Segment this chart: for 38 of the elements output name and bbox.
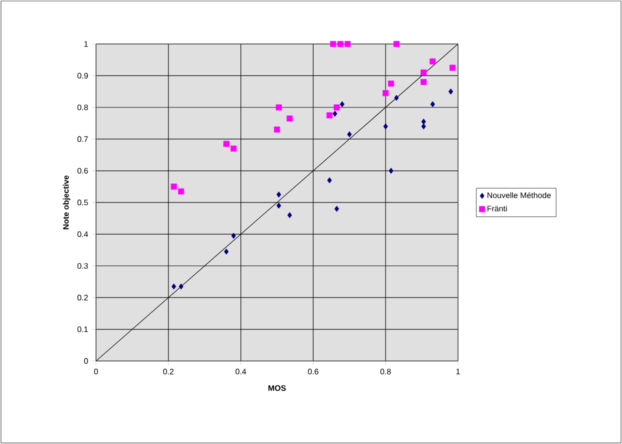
point bbox=[421, 118, 426, 125]
point bbox=[276, 192, 282, 198]
point bbox=[170, 184, 177, 190]
point bbox=[276, 202, 282, 209]
point bbox=[334, 206, 340, 212]
point bbox=[382, 90, 389, 96]
point bbox=[231, 232, 236, 239]
point bbox=[287, 212, 292, 218]
point bbox=[178, 283, 184, 290]
point bbox=[274, 126, 280, 133]
point bbox=[223, 140, 230, 147]
point bbox=[430, 101, 435, 108]
point bbox=[224, 248, 229, 255]
point bbox=[337, 40, 344, 47]
point bbox=[421, 123, 426, 130]
point bbox=[420, 70, 427, 76]
point bbox=[394, 94, 399, 101]
point bbox=[393, 40, 400, 47]
point bbox=[326, 112, 332, 118]
point bbox=[450, 64, 456, 71]
point bbox=[327, 177, 332, 184]
point bbox=[448, 88, 454, 95]
point bbox=[388, 80, 394, 87]
point bbox=[330, 40, 336, 47]
point bbox=[340, 101, 344, 108]
point bbox=[286, 115, 293, 122]
point bbox=[347, 131, 352, 138]
point bbox=[178, 188, 184, 194]
point bbox=[334, 104, 340, 110]
point bbox=[276, 104, 282, 110]
point bbox=[172, 283, 176, 290]
point bbox=[430, 58, 436, 64]
point bbox=[388, 168, 394, 174]
point bbox=[230, 146, 237, 152]
point bbox=[383, 123, 388, 130]
point bbox=[332, 110, 338, 117]
point bbox=[344, 40, 351, 47]
point bbox=[420, 79, 427, 86]
